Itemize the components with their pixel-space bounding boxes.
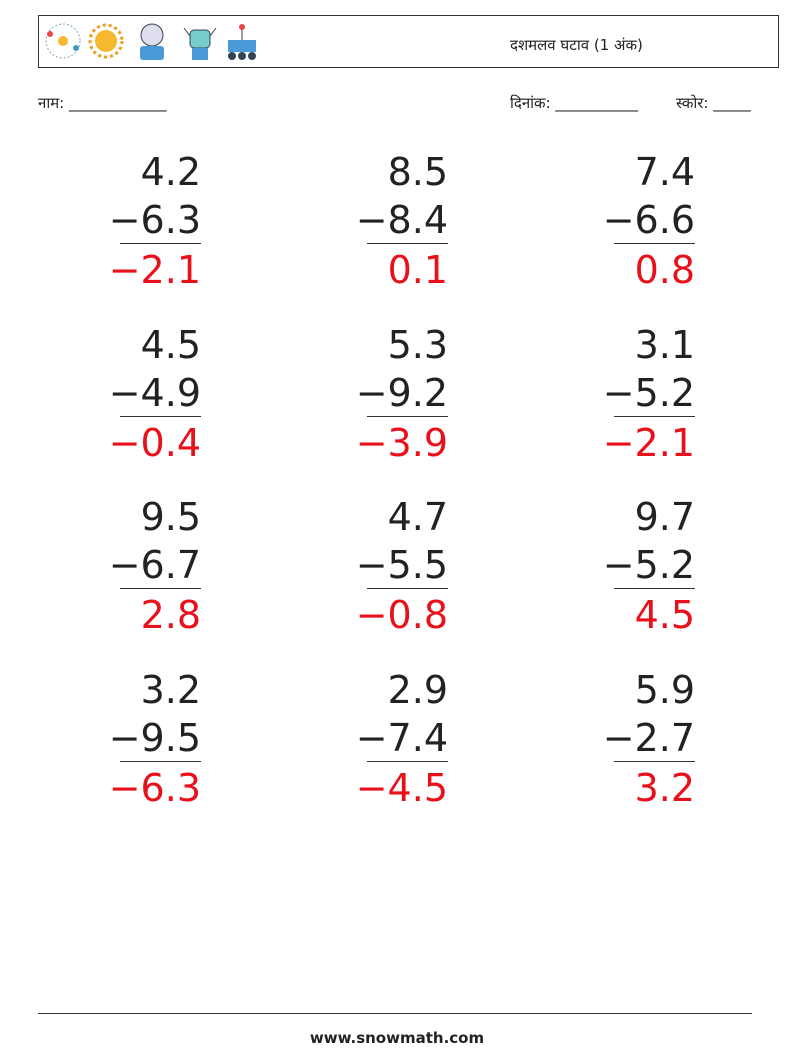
answer-rule	[120, 243, 201, 244]
answer-rule	[614, 760, 695, 762]
top-number: 3.2	[140, 667, 201, 712]
bottom-number: −5.2	[602, 370, 695, 415]
answer: 0.1	[387, 248, 448, 292]
top-number: 9.7	[634, 495, 695, 539]
answer: −0.8	[355, 593, 448, 637]
top-number: 7.4	[634, 150, 695, 194]
top-number: 5.3	[387, 322, 448, 367]
bottom-number: −6.3	[108, 198, 201, 242]
answer-rule	[367, 760, 448, 762]
answer: −2.1	[602, 420, 695, 465]
bottom-number: −8.4	[355, 198, 448, 242]
bottom-number: −5.2	[602, 543, 695, 587]
answer: 3.2	[634, 765, 695, 810]
top-number: 4.7	[387, 495, 448, 539]
footer-url: www.snowmath.com	[309, 1029, 485, 1047]
answer-rule	[614, 415, 695, 417]
bottom-number: −9.5	[108, 715, 201, 760]
top-number: 2.9	[387, 667, 448, 712]
answer-rule	[120, 760, 201, 762]
header-icons	[45, 23, 256, 60]
answer: −4.5	[355, 765, 448, 810]
title: दशमलव घटाव (1 अंक)	[510, 36, 643, 54]
answer: −0.4	[108, 420, 201, 465]
answer-rule	[614, 588, 695, 589]
bottom-number: −6.7	[108, 543, 201, 587]
answer: 0.8	[634, 248, 695, 292]
top-number: 4.5	[140, 322, 201, 367]
top-number: 4.2	[140, 150, 201, 194]
bottom-number: −7.4	[355, 715, 448, 760]
answer: 2.8	[140, 593, 201, 637]
answer: −6.3	[108, 765, 201, 810]
bottom-number: −2.7	[602, 715, 695, 760]
bottom-number: −6.6	[602, 198, 695, 242]
top-number: 9.5	[140, 495, 201, 539]
answer-rule	[367, 415, 448, 417]
bottom-number: −4.9	[108, 370, 201, 415]
date-field: दिनांक: ___________	[510, 94, 638, 112]
bottom-number: −5.5	[355, 543, 448, 587]
answer-rule	[367, 588, 448, 589]
header-box	[38, 15, 779, 68]
answer-rule	[120, 588, 201, 589]
answer-rule	[614, 243, 695, 244]
answer: −3.9	[355, 420, 448, 465]
top-number: 8.5	[387, 150, 448, 194]
answer-rule	[120, 415, 201, 417]
top-number: 3.1	[634, 322, 695, 367]
score-field: स्कोर: _____	[676, 94, 751, 112]
answer-rule	[367, 243, 448, 244]
footer-rule	[38, 1013, 752, 1014]
answer: 4.5	[634, 593, 695, 637]
bottom-number: −9.2	[355, 370, 448, 415]
top-number: 5.9	[634, 667, 695, 712]
name-field: नाम: _____________	[38, 94, 167, 112]
answer: −2.1	[108, 248, 201, 292]
